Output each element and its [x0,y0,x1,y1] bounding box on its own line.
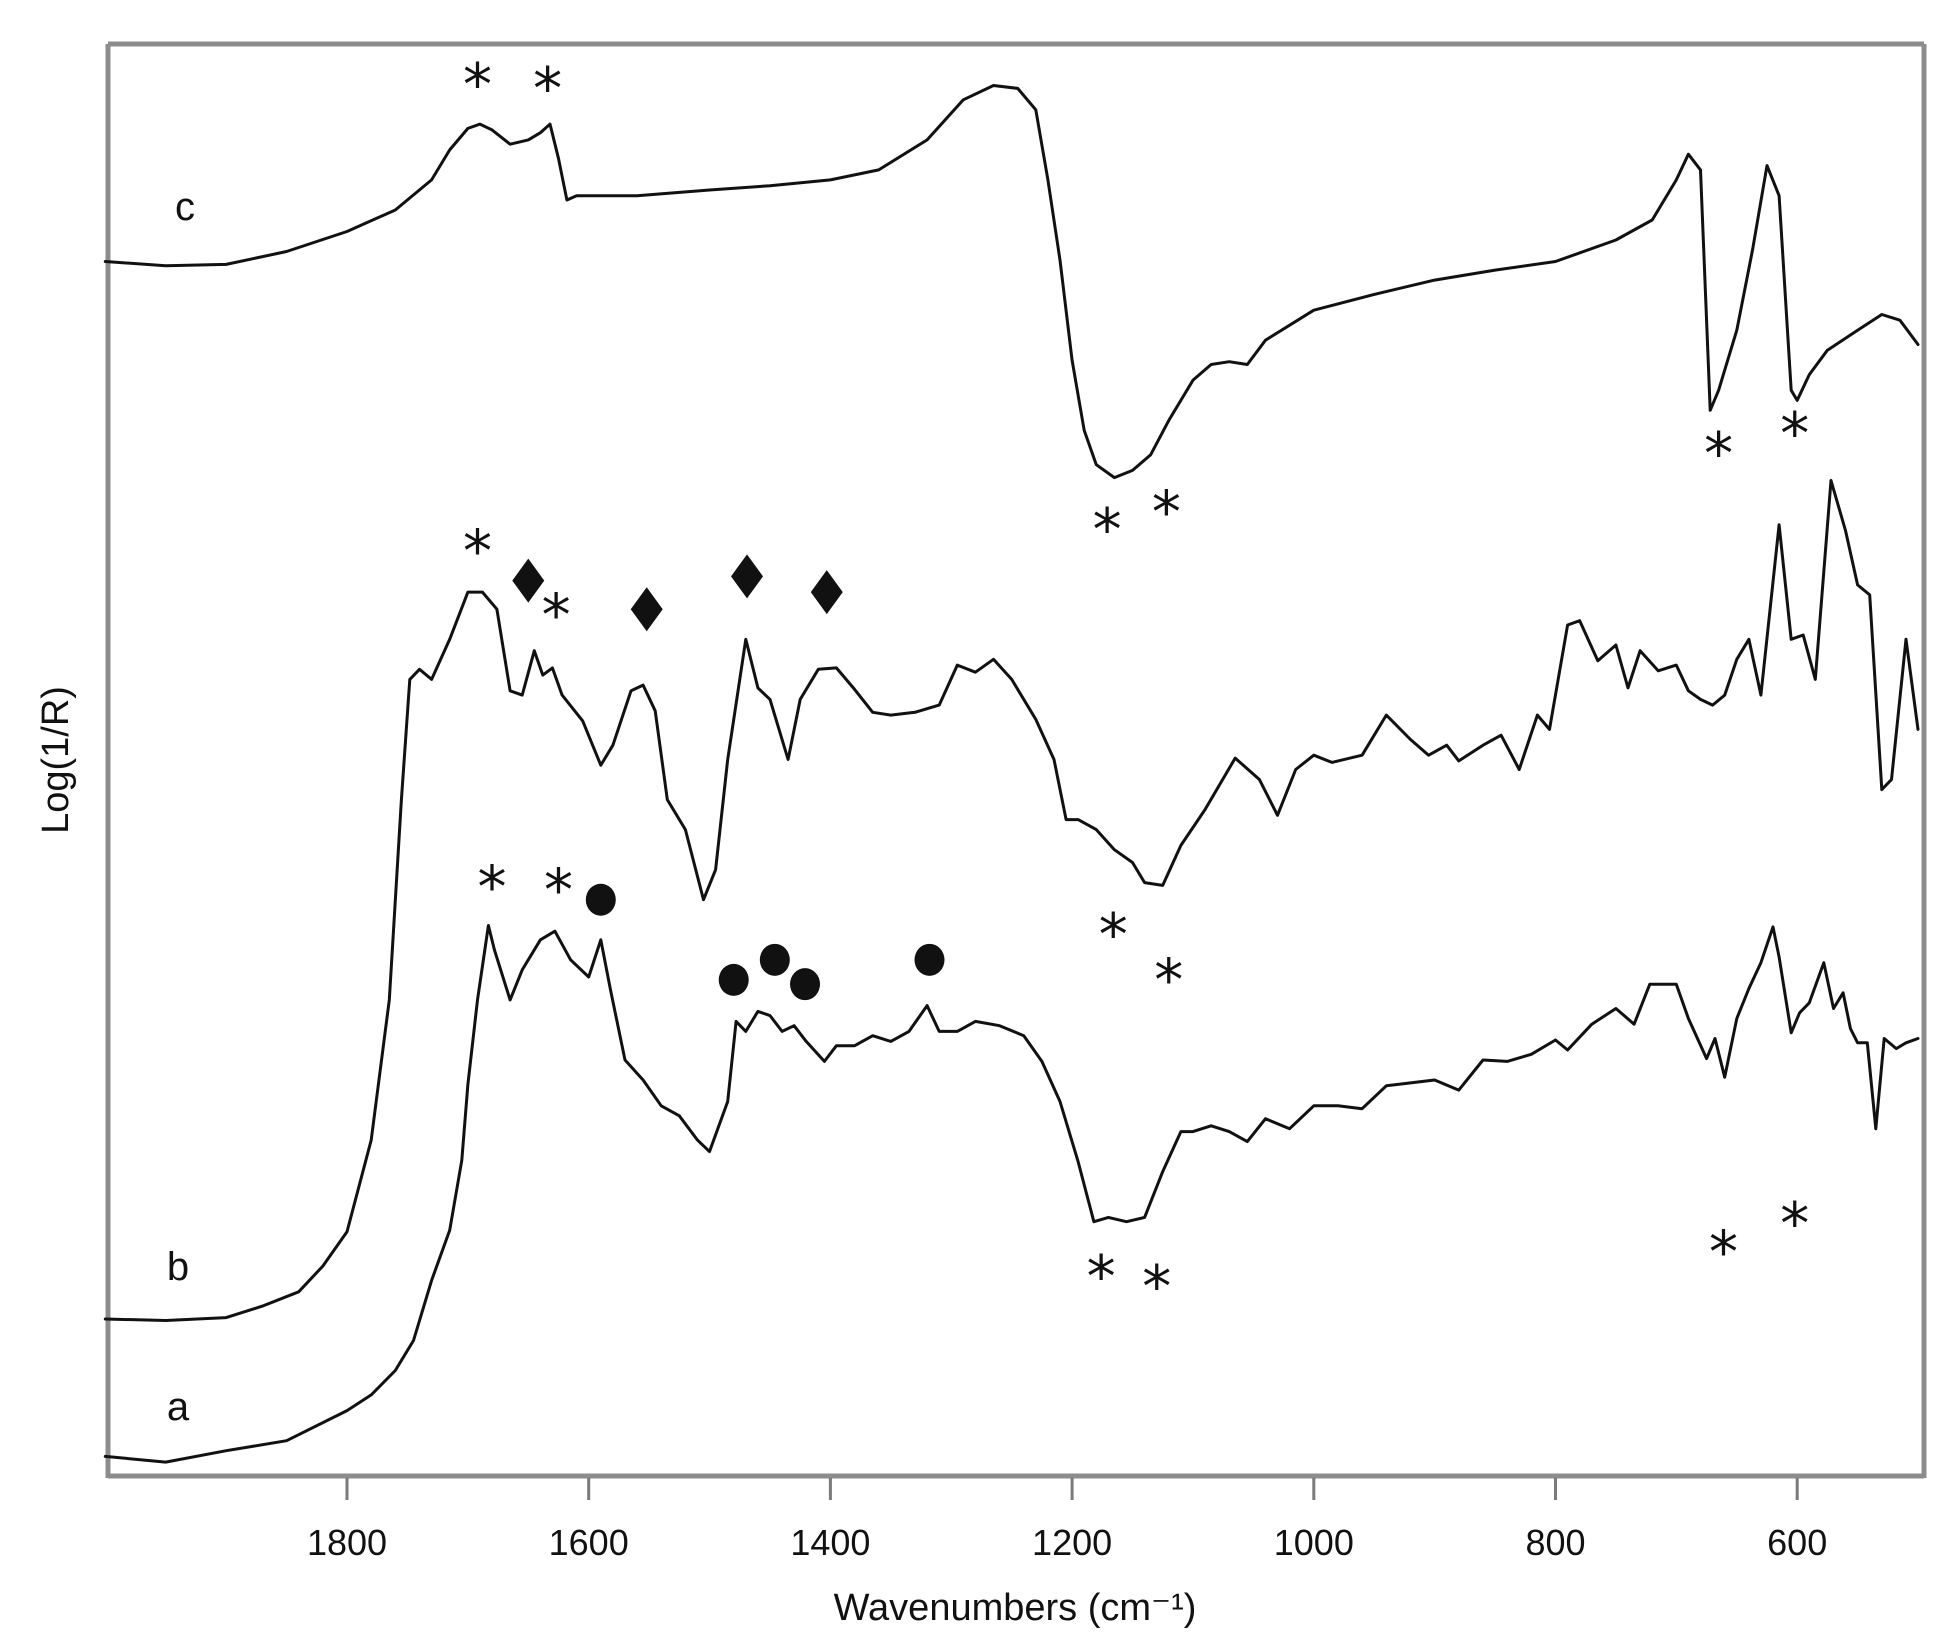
asterisk-marker-icon: * [1142,1252,1171,1320]
asterisk-marker-icon: * [478,853,507,921]
circle-marker-icon [718,963,749,996]
x-tick-label: 1400 [790,1522,870,1563]
x-tick-label: 1200 [1032,1522,1112,1563]
diamond-marker-icon [731,554,764,599]
asterisk-marker-icon: * [1780,1189,1809,1257]
asterisk-marker-icon: * [544,856,573,924]
peak-markers: * * * * * * * * * * * * * * * * [463,50,1809,1320]
asterisk-marker-icon: * [1780,400,1809,468]
circle-marker-icon [585,883,616,916]
asterisk-marker-icon: * [1087,1242,1116,1310]
circle-marker-icon [914,943,945,976]
asterisk-marker-icon: * [542,581,571,649]
x-tick-label: 800 [1525,1522,1585,1563]
diamond-marker-icon [630,587,663,632]
spectrum-c-label: c [175,185,195,229]
diamond-marker-icon [810,570,843,615]
y-axis-title: Log(1/R) [35,686,77,834]
spectrum-b-line [103,479,1920,1322]
x-tick-label: 1600 [549,1522,629,1563]
asterisk-marker-icon: * [463,50,492,118]
diamond-marker-icon [512,558,545,603]
spectrum-b-label: b [167,1245,189,1289]
asterisk-marker-icon: * [1704,420,1733,488]
asterisk-marker-icon: * [1099,900,1128,968]
spectra-series: c b a [103,84,1920,1464]
spectrum-a-label: a [167,1385,190,1429]
asterisk-marker-icon: * [1152,478,1181,546]
x-tick-label: 600 [1767,1522,1827,1563]
spectrum-a-line [103,924,1920,1464]
asterisk-marker-icon: * [1093,495,1122,563]
x-axis-title: Wavenumbers (cm⁻¹) [834,1587,1197,1629]
x-tick-label: 1800 [307,1522,387,1563]
x-tick-label: 1000 [1274,1522,1354,1563]
asterisk-marker-icon: * [1154,946,1183,1014]
asterisk-marker-icon: * [533,55,562,123]
spectrum-c-line [103,84,1920,480]
asterisk-marker-icon: * [463,517,492,585]
asterisk-marker-icon: * [1709,1218,1738,1286]
circle-marker-icon [759,943,790,976]
x-axis-ticks: 1800 1600 1400 1200 1000 800 600 [307,1478,1827,1563]
plot-frame [105,41,1927,1479]
circle-marker-icon [790,968,821,1001]
